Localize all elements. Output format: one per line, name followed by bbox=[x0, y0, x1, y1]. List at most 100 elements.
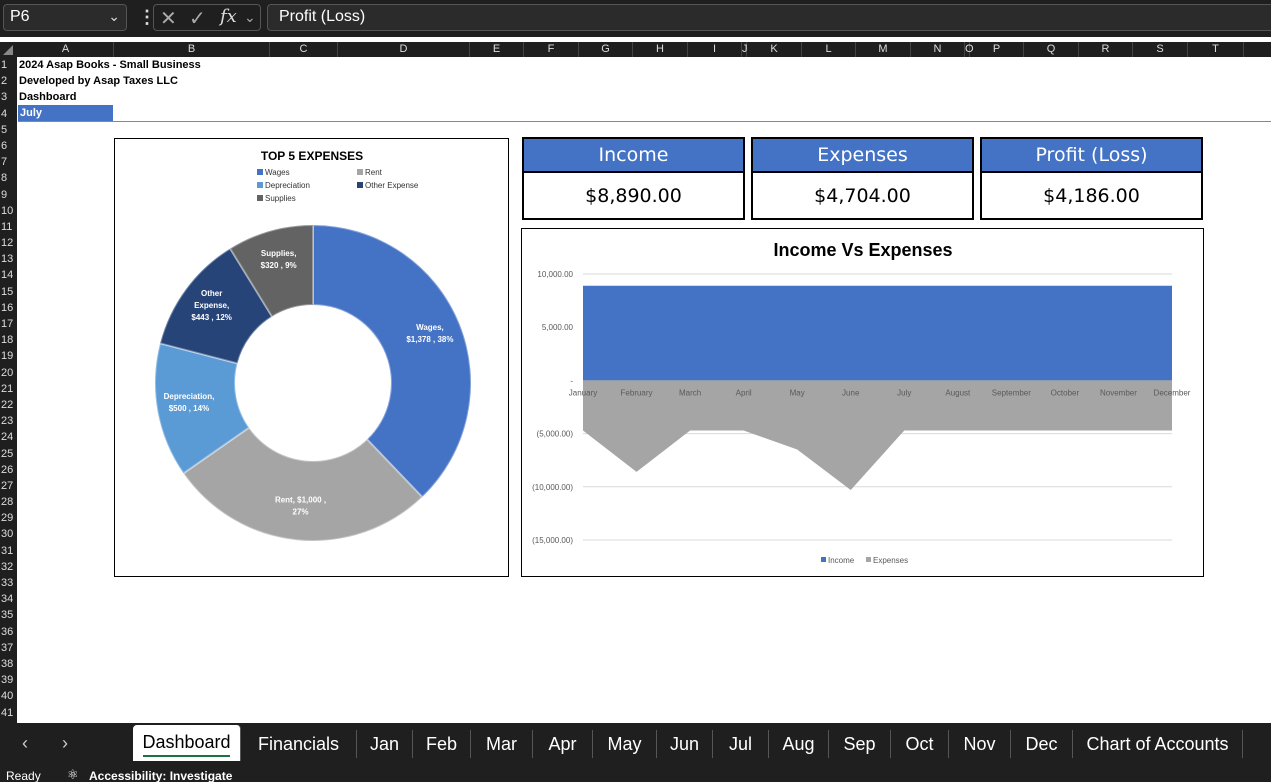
sheet-tab[interactable]: Jul bbox=[713, 730, 769, 758]
donut-slice[interactable] bbox=[158, 247, 274, 365]
insert-function-icon[interactable]: fx bbox=[220, 6, 237, 27]
donut-slice[interactable] bbox=[312, 223, 472, 499]
row-header[interactable]: 1 bbox=[1, 59, 8, 71]
row-header[interactable]: 2 bbox=[1, 75, 8, 88]
row-header[interactable]: 11 bbox=[1, 220, 13, 233]
column-header[interactable]: D bbox=[338, 42, 470, 57]
cell-a4[interactable]: July bbox=[18, 105, 113, 121]
sheet-tab[interactable]: Jun bbox=[657, 730, 713, 758]
row-header[interactable]: 6 bbox=[1, 139, 8, 152]
name-box[interactable]: P6 ⌄ bbox=[3, 4, 127, 31]
sheet-tab[interactable]: Sep bbox=[829, 730, 891, 758]
sheet-tab[interactable]: Jan bbox=[357, 730, 413, 758]
column-header[interactable]: F bbox=[524, 42, 579, 57]
accessibility-icon[interactable]: ⚛ bbox=[67, 767, 79, 782]
row-header[interactable]: 41 bbox=[1, 706, 14, 719]
row-header[interactable]: 27 bbox=[1, 479, 14, 492]
row-header[interactable]: 28 bbox=[1, 496, 14, 509]
column-header[interactable]: C bbox=[270, 42, 338, 57]
area-series-income[interactable] bbox=[583, 285, 1172, 381]
scroll-left-icon[interactable]: ‹ bbox=[22, 733, 28, 753]
column-header[interactable]: A bbox=[18, 42, 114, 57]
row-header[interactable]: 7 bbox=[1, 156, 8, 169]
accessibility-status[interactable]: Accessibility: Investigate bbox=[89, 769, 233, 783]
column-header[interactable]: L bbox=[802, 42, 856, 57]
row-header[interactable]: 13 bbox=[1, 253, 14, 266]
column-header[interactable]: B bbox=[114, 42, 270, 57]
donut-slice[interactable] bbox=[154, 342, 251, 475]
sheet-tab[interactable]: Apr bbox=[533, 730, 593, 758]
cell-a1[interactable]: 2024 Asap Books - Small Business bbox=[19, 59, 201, 71]
cell-a2[interactable]: Developed by Asap Taxes LLC bbox=[19, 75, 178, 87]
column-header[interactable]: E bbox=[470, 42, 524, 57]
row-header[interactable]: 15 bbox=[1, 285, 14, 298]
sheet-tab[interactable]: May bbox=[593, 730, 657, 758]
column-header[interactable]: I bbox=[688, 42, 742, 57]
sheet-tab[interactable]: Nov bbox=[949, 730, 1011, 758]
sheet-tab[interactable]: Dashboard bbox=[133, 725, 241, 761]
select-all-corner[interactable] bbox=[3, 45, 13, 55]
column-header[interactable]: N bbox=[911, 42, 965, 57]
row-header[interactable]: 18 bbox=[1, 334, 14, 347]
row-header[interactable]: 22 bbox=[1, 398, 14, 411]
row-header[interactable]: 14 bbox=[1, 269, 14, 282]
row-header[interactable]: 21 bbox=[1, 382, 14, 395]
column-header[interactable]: P bbox=[970, 42, 1024, 57]
income-kpi[interactable]: Income $8,890.00 bbox=[522, 137, 745, 220]
area-series-expenses[interactable] bbox=[583, 380, 1172, 490]
row-header[interactable]: 8 bbox=[1, 172, 8, 185]
chevron-down-icon[interactable]: ⌄ bbox=[244, 9, 256, 25]
row-header[interactable]: 10 bbox=[1, 204, 14, 217]
column-header[interactable]: H bbox=[633, 42, 688, 57]
row-header[interactable]: 5 bbox=[1, 123, 8, 136]
column-header[interactable]: K bbox=[747, 42, 802, 57]
row-header[interactable]: 38 bbox=[1, 657, 14, 670]
row-header[interactable]: 24 bbox=[1, 431, 14, 444]
row-header[interactable]: 32 bbox=[1, 560, 14, 573]
row-header[interactable]: 17 bbox=[1, 318, 14, 330]
sheet-tab[interactable]: Mar bbox=[471, 730, 533, 758]
column-header[interactable]: M bbox=[856, 42, 911, 57]
donut-slice[interactable] bbox=[181, 426, 424, 542]
column-header[interactable]: T bbox=[1188, 42, 1244, 57]
column-header[interactable]: S bbox=[1133, 42, 1188, 57]
row-header[interactable]: 4 bbox=[1, 107, 8, 120]
profit-loss-kpi[interactable]: Profit (Loss) $4,186.00 bbox=[980, 137, 1203, 220]
row-header[interactable]: 30 bbox=[1, 528, 14, 541]
row-header[interactable]: 26 bbox=[1, 463, 14, 476]
sheet-tab[interactable]: Dec bbox=[1011, 730, 1073, 758]
expenses-kpi[interactable]: Expenses $4,704.00 bbox=[751, 137, 974, 220]
sheet-tab[interactable]: Financials bbox=[241, 730, 357, 758]
income-vs-expenses-chart[interactable]: Income Vs Expenses 10,000.00 5,000.00 - (5,… bbox=[521, 228, 1204, 577]
column-header[interactable]: Q bbox=[1024, 42, 1079, 57]
cancel-icon[interactable]: ✕ bbox=[160, 8, 177, 30]
top-expenses-chart[interactable]: TOP 5 EXPENSES Wages Rent Depreciation Othe… bbox=[114, 138, 509, 577]
row-header[interactable]: 9 bbox=[1, 188, 8, 201]
chevron-down-icon[interactable]: ⌄ bbox=[108, 8, 120, 24]
donut-slice[interactable] bbox=[228, 223, 314, 318]
row-header[interactable]: 12 bbox=[1, 237, 14, 250]
row-header[interactable]: 20 bbox=[1, 366, 14, 379]
row-header[interactable]: 37 bbox=[1, 641, 14, 654]
row-header[interactable]: 36 bbox=[1, 625, 14, 638]
column-header[interactable]: O bbox=[965, 42, 974, 57]
column-header[interactable]: G bbox=[579, 42, 633, 57]
row-header[interactable]: 33 bbox=[1, 577, 14, 589]
row-header[interactable]: 35 bbox=[1, 609, 14, 622]
more-options-icon[interactable]: ⋮ bbox=[138, 7, 156, 27]
row-header[interactable]: 23 bbox=[1, 415, 14, 428]
sheet-tab[interactable]: Chart of Accounts bbox=[1073, 730, 1243, 758]
row-header[interactable]: 25 bbox=[1, 447, 14, 460]
row-header[interactable]: 16 bbox=[1, 301, 14, 314]
row-header[interactable]: 31 bbox=[1, 544, 14, 557]
row-header[interactable]: 39 bbox=[1, 674, 14, 687]
row-header[interactable]: 3 bbox=[1, 91, 8, 104]
column-header[interactable]: R bbox=[1079, 42, 1133, 57]
sheet-tab[interactable]: Aug bbox=[769, 730, 829, 758]
sheet-tab[interactable]: Oct bbox=[891, 730, 949, 758]
sheet-tab[interactable]: Feb bbox=[413, 730, 471, 758]
cell-a3[interactable]: Dashboard bbox=[19, 91, 77, 103]
row-header[interactable]: 19 bbox=[1, 350, 14, 363]
column-header[interactable]: J bbox=[742, 42, 748, 57]
formula-input[interactable]: Profit (Loss) bbox=[267, 4, 1271, 31]
